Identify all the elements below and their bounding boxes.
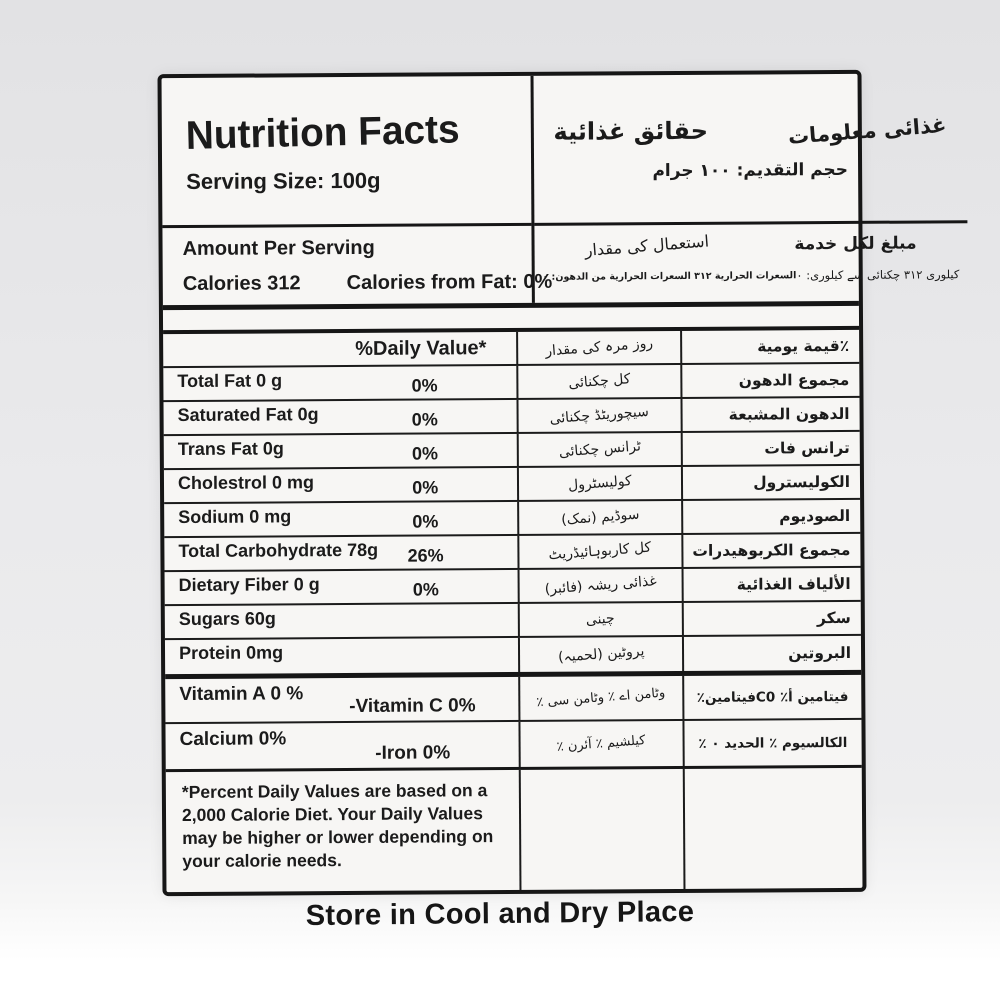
- header-english-title-cell: Nutrition Facts Serving Size: 100g: [161, 75, 532, 229]
- nutrient-row-total-carbohydrate: Total Carbohydrate 78g 26% کل کاربوہائیڈر…: [164, 533, 861, 573]
- amount-per-serving-ar-cell: استعمال کی مقدار مبلغ لكل خدمة السعرات ا…: [534, 223, 967, 284]
- daily-value-header: %Daily Value*: [355, 337, 487, 360]
- title-arabic: حقائق غذائية: [553, 116, 709, 146]
- nutrient-label-ur: سیچوریٹڈ چکنائی: [549, 403, 650, 428]
- vitamin-row-a-c: Vitamin A 0 % -Vitamin C 0% وٹامن اے ٪ و…: [165, 674, 862, 725]
- nutrient-label-ur: کولیسٹرول: [567, 473, 633, 494]
- nutrient-label-ar: الدهون المشبعة: [728, 404, 850, 424]
- serving-size-en: Serving Size: 100g: [186, 167, 381, 194]
- nutrient-label-ar: الكوليسترول: [753, 472, 851, 492]
- nutrient-label-ar: مجموع الكربوهيدرات: [692, 540, 851, 560]
- footnote-empty-cell-middle: [520, 768, 685, 890]
- arabic-urdu-titles: حقائق غذائية غذائی معلومات: [547, 112, 952, 149]
- nutrient-label-ur: چینی: [585, 610, 616, 629]
- calories-line-arabic: السعرات الحرارية ٣١٢ السعرات الحرارية من…: [542, 269, 797, 283]
- daily-value: 0%: [411, 375, 438, 396]
- header-arabic-title-cell: حقائق غذائية غذائی معلومات حجم التقديم: …: [533, 73, 968, 226]
- daily-value-header-arabic: ٪قيمة يومية: [757, 336, 850, 356]
- nutrient-label-ur: سوڈیم (نمک): [560, 506, 640, 529]
- nutrient-label-ur: کل چکنائی: [567, 371, 631, 392]
- vitamin-row-arabic: فيتامين أ٪ C0فيتامين٪: [696, 688, 849, 706]
- calories-line-urdu: کیلوری ٣١٢ چکنائی سے کیلوری: ٠: [796, 267, 960, 283]
- amount-per-serving-bilingual: استعمال کی مقدار مبلغ لكل خدمة: [542, 230, 959, 260]
- nutrient-row-sodium: Sodium 0 mg 0% سوڈیم (نمک) الصوديوم: [164, 499, 861, 539]
- storage-instruction: Store in Cool and Dry Place: [305, 895, 695, 933]
- amount-per-serving-urdu: استعمال کی مقدار: [584, 230, 710, 260]
- vitamins-section: Vitamin A 0 % -Vitamin C 0% وٹامن اے ٪ و…: [165, 669, 862, 770]
- nutrition-label: Nutrition Facts Serving Size: 100g Amoun…: [157, 69, 968, 897]
- nutrient-table: %Daily Value* روز مرہ کی مقدار ٪قيمة يوم…: [163, 329, 861, 675]
- calories-line-bilingual: السعرات الحرارية ٣١٢ السعرات الحرارية من…: [542, 267, 959, 284]
- daily-value: 26%: [407, 545, 444, 566]
- amount-per-serving-arabic: مبلغ لكل خدمة: [794, 233, 917, 255]
- mineral-row-urdu: کیلشیم ٪ آئرن ٪: [556, 733, 647, 755]
- nutrient-label-ur: ٹرانس چکنائی: [557, 438, 642, 461]
- nutrient-row-total-fat: Total Fat 0 g 0% کل چکنائی مجموع الدهون: [163, 363, 860, 403]
- nutrient-label-en: Dietary Fiber 0 g: [178, 574, 320, 596]
- nutrient-row-saturated-fat: Saturated Fat 0g 0% سیچوریٹڈ چکنائی الدهو…: [163, 397, 860, 437]
- iron-value: -Iron 0%: [375, 742, 451, 764]
- nutrient-row-sugars: Sugars 60g چینی سكر: [164, 601, 861, 641]
- nutrient-label-en: Protein 0mg: [178, 642, 284, 664]
- mineral-row-arabic: الكالسيوم ٪ الحديد ٠ ٪: [698, 734, 848, 752]
- daily-value-footnote: *Percent Daily Values are based on a 2,0…: [165, 769, 522, 893]
- nutrient-label-ur: کل کاربوہائیڈریٹ: [548, 539, 653, 564]
- daily-value: [369, 613, 482, 614]
- nutrient-label-en: Trans Fat 0g: [177, 438, 284, 460]
- header-english-column: Nutrition Facts Serving Size: 100g Amoun…: [161, 75, 553, 306]
- amount-per-serving-en: Amount Per Serving: [182, 236, 375, 261]
- daily-value: 0%: [411, 409, 438, 430]
- daily-value-header-urdu: روز مرہ کی مقدار: [544, 335, 654, 360]
- nutrient-label-en: Total Fat 0 g: [177, 370, 283, 392]
- footnote-empty-cell-right: [684, 768, 862, 889]
- title-urdu: غذائی معلومات: [787, 112, 948, 149]
- calories-from-fat: Calories from Fat: 0%: [346, 270, 553, 295]
- nutrient-label-ar: الصوديوم: [779, 506, 851, 526]
- nutrient-row-protein: Protein 0mg پروٹین (لحمیہ) البروتين: [164, 636, 861, 675]
- nutrient-label-ur: پروٹین (لحمیہ): [557, 643, 645, 666]
- label-header-section: Nutrition Facts Serving Size: 100g Amoun…: [161, 73, 968, 311]
- daily-value: 0%: [411, 443, 439, 464]
- nutrient-label-en: Saturated Fat 0g: [177, 404, 319, 426]
- daily-value-header-row: %Daily Value* روز مرہ کی مقدار ٪قيمة يوم…: [163, 329, 860, 369]
- nutrient-label-en: Cholestrol 0 mg: [177, 472, 315, 494]
- nutrient-label-ar: الألياف الغذائية: [736, 574, 851, 594]
- nutrient-row-trans-fat: Trans Fat 0g 0% ٹرانس چکنائی ترانس فات: [163, 431, 860, 471]
- vitamin-c-value: -Vitamin C 0%: [349, 695, 476, 717]
- nutrient-row-cholesterol: Cholestrol 0 mg 0% کولیسٹرول الكوليسترول: [163, 465, 861, 505]
- vitamin-row-urdu: وٹامن اے ٪ وٹامن سی ٪: [536, 685, 666, 711]
- nutrient-label-ur: غذائی ریشہ (فائبر): [543, 573, 657, 598]
- calcium-value: Calcium 0%: [179, 728, 287, 751]
- calories-line-en: Calories 312 Calories from Fat: 0%: [182, 271, 553, 296]
- daily-value: 0%: [412, 477, 439, 498]
- daily-value: 0%: [412, 511, 439, 532]
- daily-value: 0%: [412, 579, 439, 600]
- nutrient-label-en: Sugars 60g: [178, 608, 276, 630]
- nutrition-facts-title: Nutrition Facts: [185, 107, 461, 158]
- nutrient-row-dietary-fiber: Dietary Fiber 0 g 0% غذائی ریشہ (فائبر) ا…: [164, 567, 861, 607]
- header-arabic-column: حقائق غذائية غذائی معلومات حجم التقديم: …: [533, 73, 968, 303]
- nutrient-label-en: Total Carbohydrate 78g: [178, 539, 379, 562]
- nutrient-label-ar: مجموع الدهون: [738, 370, 850, 390]
- amount-per-serving-en-cell: Amount Per Serving Calories 312 Calories…: [162, 226, 553, 296]
- nutrient-label-ar: سكر: [816, 608, 851, 628]
- footnote-row: *Percent Daily Values are based on a 2,0…: [165, 764, 863, 893]
- vitamin-a-value: Vitamin A 0 %: [179, 683, 304, 706]
- mineral-row-calcium-iron: Calcium 0% -Iron 0% کیلشیم ٪ آئرن ٪ الكا…: [165, 720, 861, 770]
- nutrient-label-en: Sodium 0 mg: [178, 506, 292, 528]
- nutrient-label-ar: البروتين: [788, 643, 852, 663]
- daily-value: [370, 647, 483, 648]
- serving-size-arabic: حجم التقديم: ١٠٠ جرام: [652, 159, 849, 181]
- calories-value: Calories 312: [182, 272, 301, 296]
- nutrient-label-ar: ترانس فات: [764, 438, 850, 458]
